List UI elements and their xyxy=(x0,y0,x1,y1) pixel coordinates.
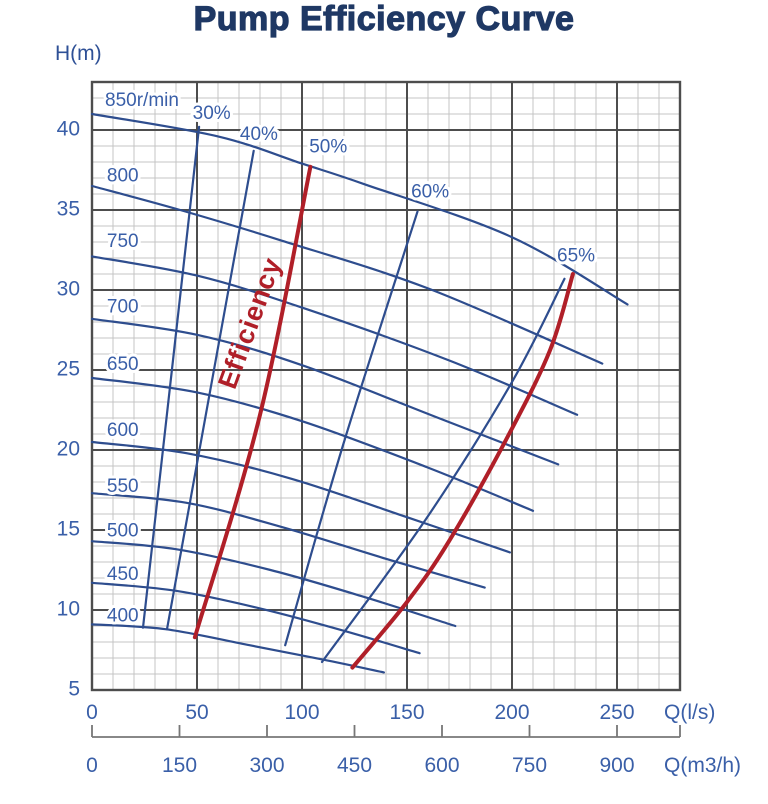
speed-label-400: 400 xyxy=(107,605,139,626)
x2-tick-900: 900 xyxy=(599,754,634,777)
efficiency-label-40pct: 40% xyxy=(240,124,278,145)
efficiency-label-65pct: 65% xyxy=(557,245,595,266)
x2-tick-600: 600 xyxy=(424,754,459,777)
speed-label-800: 800 xyxy=(107,165,139,186)
x2-tick-750: 750 xyxy=(512,754,547,777)
speed-label-850: 850r/min xyxy=(105,90,179,111)
speed-label-750: 750 xyxy=(107,231,139,252)
speed-label-450: 450 xyxy=(107,564,139,585)
x2-tick-150: 150 xyxy=(162,754,197,777)
x-axis-unit-label: Q(l/s) xyxy=(664,701,715,724)
plot-border xyxy=(90,80,682,692)
speed-label-600: 600 xyxy=(107,420,139,441)
pump-curve-500 xyxy=(90,540,457,628)
pump-curve-800 xyxy=(90,184,604,365)
y-tick-20: 20 xyxy=(57,438,80,461)
y-tick-40: 40 xyxy=(57,118,80,141)
speed-labels: 850r/min 800 750 700 650 600 550 500 450 400 xyxy=(102,87,182,629)
x2-tick-0: 0 xyxy=(86,754,98,777)
x-tick-0: 0 xyxy=(86,701,98,724)
efficiency-line-extra-4 xyxy=(320,277,566,664)
efficiency-line-65pct xyxy=(350,272,575,670)
efficiency-line-30pct xyxy=(141,125,201,629)
y-axis-ticks: 40 35 30 25 20 15 10 5 xyxy=(57,118,80,701)
pump-curve-550 xyxy=(90,492,486,589)
x-axis-ticks: 0 50 100 150 200 250 Q(l/s) xyxy=(86,701,715,724)
x2-tick-300: 300 xyxy=(249,754,284,777)
grid-minor xyxy=(91,81,681,691)
efficiency-label-50pct: 50% xyxy=(309,137,347,158)
x-tick-250: 250 xyxy=(599,701,634,724)
pump-curves xyxy=(90,112,629,674)
y-axis-unit-label: H(m) xyxy=(55,42,102,65)
pump-curve-650 xyxy=(90,376,535,512)
efficiency-line-60pct xyxy=(284,210,419,647)
pump-curve-400 xyxy=(90,623,385,674)
y-tick-5: 5 xyxy=(68,678,80,701)
secondary-axis: 0 150 300 450 600 750 900 Q(m3/h) xyxy=(86,725,741,777)
speed-label-650: 650 xyxy=(107,354,139,375)
speed-label-700: 700 xyxy=(107,297,139,318)
speed-label-500: 500 xyxy=(107,521,139,542)
y-tick-35: 35 xyxy=(57,198,80,221)
efficiency-line-50pct xyxy=(192,164,313,640)
speed-label-550: 550 xyxy=(107,476,139,497)
efficiency-line-40pct xyxy=(165,149,255,631)
pump-curve-600 xyxy=(90,440,511,554)
pump-curve-700 xyxy=(90,317,560,466)
x-tick-50: 50 xyxy=(185,701,208,724)
x-tick-150: 150 xyxy=(389,701,424,724)
pump-curve-750 xyxy=(90,255,579,416)
page-title: Pump Efficiency Curve xyxy=(193,0,575,39)
x-tick-100: 100 xyxy=(284,701,319,724)
efficiency-labels: 30% 40% 50% 60% 65% xyxy=(190,100,598,269)
efficiency-label-60pct: 60% xyxy=(411,181,449,202)
efficiency-lines xyxy=(141,125,575,670)
x-tick-200: 200 xyxy=(494,701,529,724)
y-tick-10: 10 xyxy=(57,598,80,621)
y-tick-25: 25 xyxy=(57,358,80,381)
x2-tick-450: 450 xyxy=(337,754,372,777)
x2-axis-unit-label: Q(m3/h) xyxy=(664,754,741,777)
y-tick-30: 30 xyxy=(57,278,80,301)
pump-curve-450 xyxy=(90,581,421,655)
y-tick-15: 15 xyxy=(57,518,80,541)
efficiency-label-30pct: 30% xyxy=(193,103,231,124)
